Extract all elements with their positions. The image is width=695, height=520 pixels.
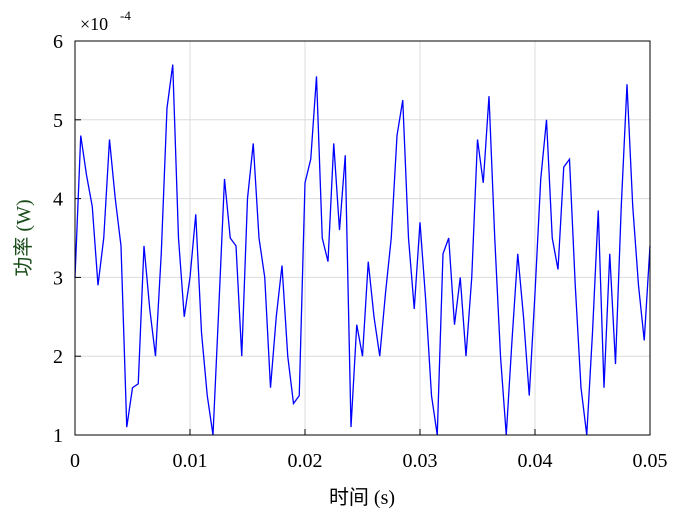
x-tick-label: 0 — [70, 450, 80, 472]
y-tick-label: 5 — [53, 110, 63, 132]
y-tick-label: 6 — [53, 31, 63, 53]
x-tick-label: 0.05 — [633, 450, 668, 472]
x-tick-label: 0.01 — [173, 450, 208, 472]
plot-frame — [74, 40, 651, 436]
x-axis-label: 时间 (s) — [329, 486, 395, 509]
y-tick-label: 2 — [53, 346, 63, 368]
data-line — [74, 64, 651, 436]
y-tick-label: 4 — [53, 189, 63, 211]
y-multiplier-exponent: -4 — [120, 8, 131, 23]
y-tick-label: 1 — [53, 425, 63, 447]
y-axis-label: 功率 (W) — [12, 199, 35, 276]
y-multiplier: ×10 — [80, 14, 108, 34]
x-tick-label: 0.04 — [518, 450, 553, 472]
y-tick-label: 3 — [53, 267, 63, 289]
x-tick-label: 0.02 — [288, 450, 323, 472]
x-tick-label: 0.03 — [403, 450, 438, 472]
